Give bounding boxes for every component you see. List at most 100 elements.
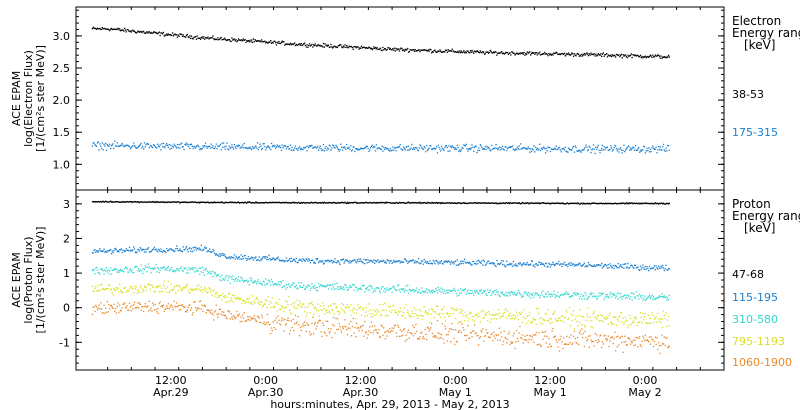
data-point [138,31,141,33]
data-point [539,261,541,264]
data-point [224,38,226,41]
data-point [128,30,130,32]
data-point [242,299,244,301]
data-point [134,307,136,309]
data-point [497,52,499,54]
data-point [355,148,358,150]
data-point [613,203,615,205]
data-point [535,52,537,54]
data-point [620,147,622,149]
data-point [309,45,311,47]
data-point [451,308,453,310]
data-point [362,309,364,311]
data-point [341,149,344,151]
data-point [514,347,516,350]
data-point [474,50,476,53]
data-point [603,316,605,319]
data-point [253,147,255,149]
data-point [481,331,483,333]
data-point [426,313,429,316]
data-point [177,268,179,271]
data-point [217,145,219,147]
data-point [341,309,344,311]
data-point [613,147,615,149]
data-point [428,50,430,52]
data-point [349,46,351,48]
data-point [506,260,508,262]
data-point [196,308,198,310]
data-point [624,54,626,57]
data-point [272,144,274,146]
data-point [399,48,401,50]
data-point [535,292,537,294]
data-point [334,303,336,305]
data-point [593,264,595,266]
data-point [333,45,335,48]
data-point [544,313,547,315]
data-point [381,145,383,147]
data-point [654,54,656,56]
data-point [110,289,112,291]
data-point [223,296,226,298]
data-point [662,296,665,298]
data-point [485,51,487,53]
data-point [435,51,437,53]
data-point [380,260,382,263]
data-point [322,302,324,304]
data-point [502,340,505,343]
data-point [194,288,196,291]
data-point [277,145,279,147]
data-point [211,312,213,314]
data-point [394,146,396,149]
data-point [594,202,596,204]
data-point [610,54,612,56]
data-point [232,275,234,277]
data-point [383,259,385,262]
data-point [328,310,330,313]
data-point [658,202,661,205]
data-point [622,296,624,298]
data-point [427,289,429,291]
data-point [301,325,303,328]
data-point [326,259,328,261]
data-point [483,148,486,150]
data-point [334,258,336,260]
data-point [647,202,649,205]
data-point [284,288,287,290]
data-point [662,143,665,146]
data-point [226,275,228,277]
data-point [323,150,325,152]
data-point [589,264,591,266]
data-point [469,202,471,204]
data-point [322,202,325,204]
data-point [332,309,334,312]
data-point [667,202,669,205]
data-point [317,282,320,285]
data-point [457,330,459,333]
data-point [569,264,571,266]
data-point [590,264,592,267]
data-point [440,150,442,152]
data-point [278,319,280,321]
data-point [239,280,241,282]
data-point [364,47,366,49]
data-point [199,249,202,251]
data-point [507,264,510,266]
data-point [270,284,272,286]
data-point [423,290,425,293]
data-point [127,144,129,146]
data-point [523,339,525,341]
data-point [398,335,401,337]
data-point [442,292,444,294]
data-point [601,293,603,296]
data-point [601,202,603,205]
data-point [432,147,434,150]
data-point [638,147,640,149]
data-point [299,284,301,287]
data-point [535,334,537,336]
data-point [358,307,360,309]
data-point [454,329,457,331]
data-point [313,332,315,335]
data-point [257,259,259,261]
data-point [564,203,566,205]
